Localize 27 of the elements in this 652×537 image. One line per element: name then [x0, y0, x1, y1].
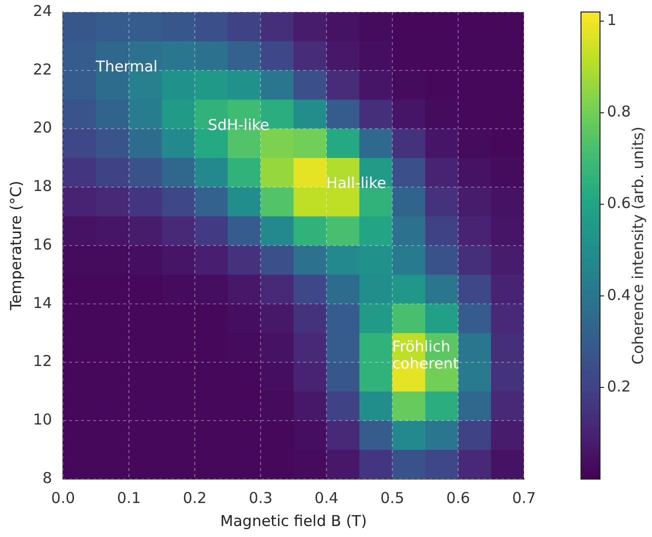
y-tick-label: 10 — [32, 410, 52, 429]
y-tick-label: 8 — [42, 468, 52, 487]
x-tick-label: 0.3 — [248, 488, 273, 507]
x-tick-label: 0.2 — [182, 488, 207, 507]
annotation: SdH-like — [208, 116, 270, 134]
y-tick-label: 20 — [32, 118, 52, 137]
color-bar-label: 0.6 — [607, 194, 631, 212]
x-tick-label: 0.4 — [314, 488, 338, 507]
x-tick-label: 0.7 — [512, 488, 536, 507]
y-tick-label: 16 — [32, 235, 52, 254]
y-tick-label: 24 — [32, 2, 52, 20]
y-tick-label: 18 — [32, 177, 52, 196]
y-tick-label: 14 — [32, 294, 52, 312]
x-axis-title: Magnetic field B (T) — [220, 512, 367, 530]
color-bar-label: 0.2 — [607, 377, 631, 396]
annotation: Thermal — [94, 57, 158, 76]
x-tick-label: 0.6 — [446, 488, 470, 507]
x-tick-label: 0.5 — [380, 488, 404, 507]
y-tick-label: 12 — [32, 352, 52, 370]
x-tick-label: 0.1 — [117, 488, 141, 507]
color-bar-label: 0.4 — [607, 286, 631, 304]
color-bar-title: Coherence intensity (arb. units) — [628, 126, 647, 365]
color-bar-label: 1 — [607, 11, 617, 30]
y-axis-title: Temperature (°C) — [6, 180, 25, 312]
y-tick-label: 22 — [32, 60, 52, 78]
color-bar-label: 0.8 — [607, 102, 631, 121]
x-tick-label: 0.0 — [51, 488, 76, 507]
